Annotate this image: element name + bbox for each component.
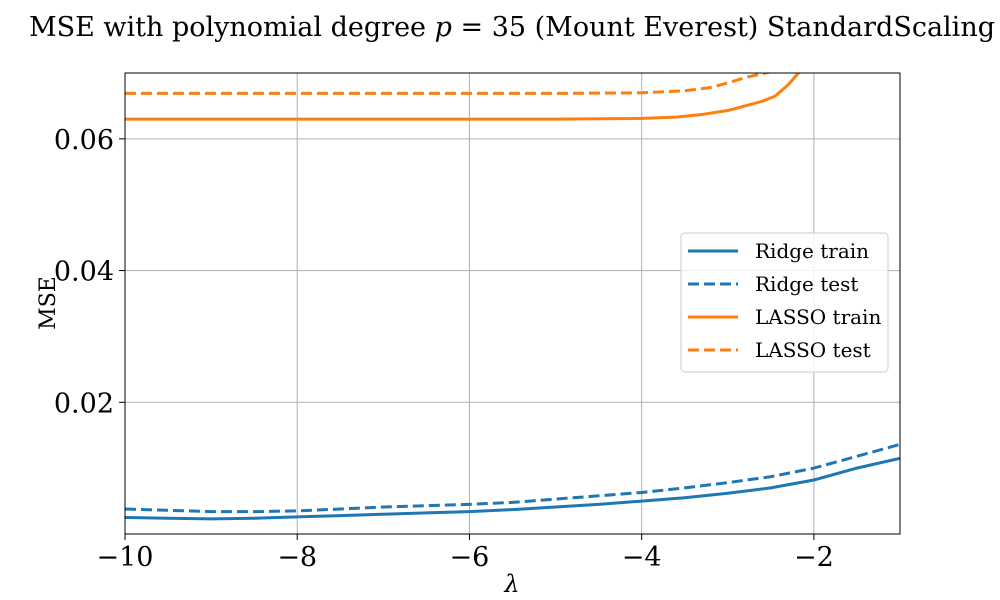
- legend-box: [680, 232, 889, 373]
- x-axis-ticks: −10 −8 −6 −4 −2: [97, 534, 834, 573]
- plot-frame: [124, 72, 901, 535]
- legend-label: LASSO train: [755, 305, 881, 329]
- x-tick-label: −8: [277, 542, 317, 573]
- x-tick-label: −4: [622, 542, 662, 573]
- chart-title: MSE with polynomial degree p = 35 (Mount…: [29, 12, 995, 43]
- x-tick-label: −10: [97, 542, 154, 573]
- series-line-ridge-test: [125, 442, 900, 514]
- x-tick-label: −6: [450, 542, 490, 573]
- series-layer: [125, 73, 900, 521]
- y-axis-label: MSE: [36, 276, 61, 330]
- series-line-lasso-test: [125, 73, 773, 95]
- legend: Ridge train Ridge test LASSO train LASSO te…: [680, 232, 889, 373]
- y-tick-label: 0.06: [54, 125, 114, 156]
- legend-label: Ridge train: [755, 239, 869, 263]
- legend-label: Ridge test: [755, 272, 858, 296]
- y-tick-label: 0.02: [54, 388, 114, 419]
- series-line-ridge-train: [125, 456, 900, 521]
- x-tick-label: −2: [794, 542, 834, 573]
- x-axis-label: λ: [503, 570, 519, 598]
- y-axis-ticks: 0.02 0.04 0.06: [54, 125, 125, 419]
- y-tick-label: 0.04: [54, 257, 114, 288]
- legend-label: LASSO test: [755, 338, 871, 362]
- series-line-lasso-train: [125, 73, 801, 121]
